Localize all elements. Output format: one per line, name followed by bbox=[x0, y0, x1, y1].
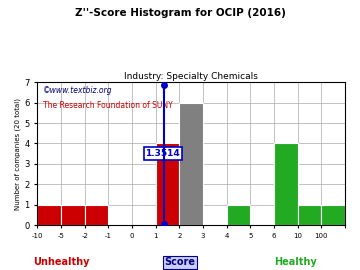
Text: Score: Score bbox=[165, 257, 195, 267]
Bar bbox=[227, 205, 250, 225]
Y-axis label: Number of companies (20 total): Number of companies (20 total) bbox=[15, 98, 22, 210]
Bar bbox=[298, 205, 321, 225]
Bar bbox=[179, 103, 203, 225]
Text: The Research Foundation of SUNY: The Research Foundation of SUNY bbox=[44, 101, 173, 110]
Text: 1.3514: 1.3514 bbox=[145, 149, 180, 158]
Text: ©www.textbiz.org: ©www.textbiz.org bbox=[44, 86, 113, 96]
Bar bbox=[61, 205, 85, 225]
Bar bbox=[274, 143, 298, 225]
Text: Unhealthy: Unhealthy bbox=[33, 257, 89, 267]
Bar bbox=[156, 143, 179, 225]
Bar bbox=[85, 205, 108, 225]
Title: Industry: Specialty Chemicals: Industry: Specialty Chemicals bbox=[124, 72, 258, 81]
Text: Z''-Score Histogram for OCIP (2016): Z''-Score Histogram for OCIP (2016) bbox=[75, 8, 285, 18]
Bar bbox=[321, 205, 345, 225]
Bar bbox=[37, 205, 61, 225]
Text: Healthy: Healthy bbox=[274, 257, 316, 267]
